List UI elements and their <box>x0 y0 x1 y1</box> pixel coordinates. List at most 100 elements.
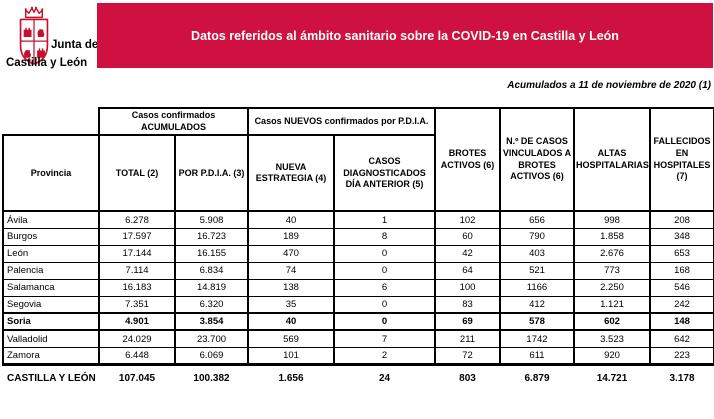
column-header-diagnosed-prev-day: CASOS DIAGNOSTICADOS DÍA ANTERIOR (5) <box>333 134 436 213</box>
cell-total: 17.597 <box>98 227 176 246</box>
totals-new-strategy: 1.656 <box>278 373 304 385</box>
cell-active-outbreaks: 60 <box>434 227 501 246</box>
cell-diagnosed-prev-day: 2 <box>333 346 436 366</box>
column-header-total: TOTAL (2) <box>98 134 176 213</box>
cell-province: Ávila <box>2 210 100 229</box>
table-row-segovia: Segovia 7.351 6.320 35 0 83 412 1.121 24… <box>2 295 714 314</box>
cell-active-outbreaks: 42 <box>434 244 501 263</box>
province-stats-table: Casos confirmados ACUMULADOS Casos NUEVO… <box>2 106 714 386</box>
cell-total: 17.144 <box>98 244 176 263</box>
cell-province: Burgos <box>2 227 100 246</box>
cell-hospital-deaths: 642 <box>649 329 714 348</box>
group-header-new-pdia: Casos NUEVOS confirmados por P.D.I.A. <box>247 106 436 137</box>
cell-new-strategy: 101 <box>247 346 335 366</box>
totals-label: CASTILLA Y LEÓN <box>7 373 96 385</box>
logo-text-line2: Castilla y León <box>6 57 88 69</box>
cell-hospital-discharges: 920 <box>573 346 651 366</box>
cell-new-strategy: 35 <box>247 295 335 314</box>
cell-active-outbreaks: 83 <box>434 295 501 314</box>
page-title: Datos referidos al ámbito sanitario sobr… <box>191 28 619 43</box>
table-row-palencia: Palencia 7.114 6.834 74 0 64 521 773 168 <box>2 261 714 280</box>
cell-hospital-deaths: 653 <box>649 244 714 263</box>
cell-outbreak-cases: 1742 <box>499 329 575 348</box>
cell-new-strategy: 138 <box>247 278 335 297</box>
column-header-hospital-discharges: ALTAS HOSPITALARIAS <box>573 106 651 213</box>
table-row-burgos: Burgos 17.597 16.723 189 8 60 790 1.858 … <box>2 227 714 246</box>
cell-province: Zamora <box>2 346 100 366</box>
cell-new-strategy: 40 <box>247 312 335 332</box>
cell-new-strategy: 569 <box>247 329 335 348</box>
cell-new-strategy: 74 <box>247 261 335 280</box>
cell-diagnosed-prev-day: 8 <box>333 227 436 246</box>
cell-by-pdia: 3.854 <box>174 312 249 332</box>
accumulated-date-note: Acumulados a 11 de noviembre de 2020 (1) <box>507 80 711 91</box>
table-row-salamanca: Salamanca 16.183 14.819 138 6 100 1166 2… <box>2 278 714 297</box>
cell-outbreak-cases: 578 <box>499 312 575 332</box>
cell-outbreak-cases: 412 <box>499 295 575 314</box>
table-row-valladolid: Valladolid 24.029 23.700 569 7 211 1742 … <box>2 329 714 348</box>
cell-outbreak-cases: 403 <box>499 244 575 263</box>
cell-hospital-discharges: 1.858 <box>573 227 651 246</box>
cell-total: 6.278 <box>98 210 176 229</box>
cell-outbreak-cases: 1166 <box>499 278 575 297</box>
cell-hospital-deaths: 208 <box>649 210 714 229</box>
junta-castilla-y-leon-logo: Junta de Castilla y León <box>4 6 104 76</box>
cell-by-pdia: 6.069 <box>174 346 249 366</box>
cell-total: 7.351 <box>98 295 176 314</box>
group-header-accumulated: Casos confirmados ACUMULADOS <box>98 106 249 137</box>
cell-hospital-deaths: 168 <box>649 261 714 280</box>
covid-data-table: Casos confirmados ACUMULADOS Casos NUEVO… <box>2 106 714 386</box>
totals-hospital-discharges: 14.721 <box>596 373 628 385</box>
cell-hospital-discharges: 2.250 <box>573 278 651 297</box>
cell-by-pdia: 16.723 <box>174 227 249 246</box>
cell-diagnosed-prev-day: 0 <box>333 244 436 263</box>
cell-hospital-deaths: 148 <box>649 312 714 332</box>
corner-spacer <box>3 108 99 135</box>
cell-active-outbreaks: 72 <box>434 346 501 366</box>
cell-hospital-discharges: 773 <box>573 261 651 280</box>
totals-by-pdia: 100.382 <box>193 373 230 385</box>
cell-hospital-deaths: 223 <box>649 346 714 366</box>
cell-total: 24.029 <box>98 329 176 348</box>
cell-hospital-deaths: 546 <box>649 278 714 297</box>
cell-province: Salamanca <box>2 278 100 297</box>
cell-hospital-discharges: 998 <box>573 210 651 229</box>
totals-total: 107.045 <box>118 373 156 385</box>
column-header-hospital-deaths: FALLECIDOS EN HOSPITALES (7) <box>649 106 714 213</box>
table-row-avila: Ávila 6.278 5.908 40 1 102 656 998 208 <box>2 210 714 229</box>
cell-hospital-deaths: 242 <box>649 295 714 314</box>
cell-hospital-deaths: 348 <box>649 227 714 246</box>
column-header-by-pdia: POR P.D.I.A. (3) <box>174 134 249 213</box>
column-header-new-strategy: NUEVA ESTRATEGIA (4) <box>247 134 335 213</box>
cell-by-pdia: 16.155 <box>174 244 249 263</box>
cell-active-outbreaks: 211 <box>434 329 501 348</box>
cell-diagnosed-prev-day: 0 <box>333 312 436 332</box>
logo-text-line1: Junta de <box>51 39 99 51</box>
group-header-row: Casos confirmados ACUMULADOS Casos NUEVO… <box>3 106 714 213</box>
cell-hospital-discharges: 1.121 <box>573 295 651 314</box>
cell-total: 7.114 <box>98 261 176 280</box>
table-totals-row: CASTILLA Y LEÓN 107.045 100.382 1.656 24… <box>3 364 714 386</box>
cell-active-outbreaks: 69 <box>434 312 501 332</box>
cell-by-pdia: 6.834 <box>174 261 249 280</box>
coat-of-arms-icon <box>19 6 49 65</box>
table-row-soria-highlighted: Soria 4.901 3.854 40 0 69 578 602 148 <box>2 312 714 332</box>
cell-total: 4.901 <box>98 312 176 332</box>
totals-hospital-deaths: 3.178 <box>669 373 695 385</box>
totals-diagnosed-prev-day: 24 <box>378 373 391 385</box>
cell-new-strategy: 189 <box>247 227 335 246</box>
cell-active-outbreaks: 100 <box>434 278 501 297</box>
column-header-row: Provincia TOTAL (2) POR P.D.I.A. (3) NUE… <box>2 134 714 213</box>
cell-province: Valladolid <box>2 329 100 348</box>
cell-outbreak-cases: 611 <box>499 346 575 366</box>
table-row-zamora: Zamora 6.448 6.069 101 2 72 611 920 223 <box>2 346 714 366</box>
cell-hospital-discharges: 602 <box>573 312 651 332</box>
cell-by-pdia: 6.320 <box>174 295 249 314</box>
cell-hospital-discharges: 3.523 <box>573 329 651 348</box>
cell-total: 6.448 <box>98 346 176 366</box>
cell-new-strategy: 470 <box>247 244 335 263</box>
cell-province: León <box>2 244 100 263</box>
cell-diagnosed-prev-day: 1 <box>333 210 436 229</box>
column-header-outbreak-cases: N.º DE CASOS VINCULADOS A BROTES ACTIVOS… <box>499 106 575 213</box>
